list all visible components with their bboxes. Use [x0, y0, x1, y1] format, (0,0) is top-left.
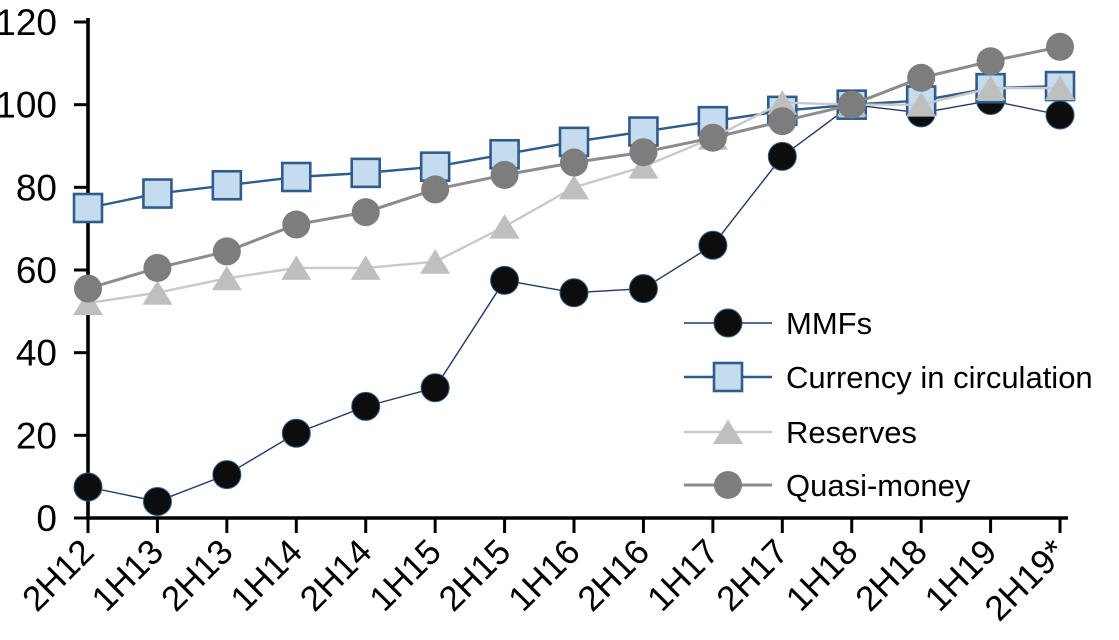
x-tick-label: 2H13 [154, 532, 241, 619]
circle-marker-icon [713, 308, 743, 338]
data-point-quasi-money [490, 160, 519, 189]
data-point-mmfs [281, 418, 311, 448]
series-reserves [73, 75, 1076, 316]
data-point-reserves [628, 154, 659, 179]
y-tick-label: 100 [0, 85, 57, 126]
data-point-reserves [975, 75, 1006, 101]
data-point-mmfs [212, 460, 242, 490]
data-point-quasi-money [560, 148, 589, 177]
y-tick-label: 120 [0, 2, 57, 43]
data-point-quasi-money [143, 253, 172, 282]
x-tick-label: 2H19* [977, 532, 1074, 629]
x-tick-label: 1H13 [84, 532, 171, 619]
data-point-quasi-money [768, 107, 797, 136]
x-tick-label: 2H17 [709, 532, 796, 619]
data-point-reserves [73, 290, 103, 316]
y-tick-label: 0 [36, 498, 57, 539]
legend-item-currency-in-circulation: Currency in circulation [684, 360, 1093, 395]
series-quasi-money [74, 32, 1075, 303]
data-point-mmfs [142, 486, 172, 516]
data-point-currency-in-circulation [489, 138, 520, 170]
x-tick-label: 2H18 [848, 532, 935, 619]
y-tick-label: 80 [16, 167, 57, 208]
data-point-reserves [906, 92, 937, 117]
data-point-currency-in-circulation [350, 157, 382, 189]
data-point-mmfs [698, 230, 728, 260]
data-point-reserves [211, 265, 242, 291]
data-point-mmfs [420, 373, 450, 403]
data-point-quasi-money [629, 138, 658, 167]
x-tick-label: 1H17 [640, 532, 727, 619]
data-point-quasi-money [421, 175, 450, 204]
x-tick-label: 1H15 [362, 532, 449, 619]
data-point-currency-in-circulation [142, 178, 173, 209]
data-point-mmfs [351, 391, 381, 421]
series-currency-in-circulation [72, 70, 1076, 224]
data-point-quasi-money [74, 274, 102, 303]
legend-label-currency-in-circulation: Currency in circulation [786, 360, 1093, 395]
data-point-currency-in-circulation [72, 192, 104, 224]
x-tick-label: 2H16 [570, 532, 657, 619]
y-tick-label: 40 [16, 333, 57, 374]
data-point-reserves [767, 90, 798, 115]
legend-item-quasi-money: Quasi-money [684, 468, 971, 503]
data-point-mmfs [490, 265, 520, 295]
data-point-currency-in-circulation [211, 169, 243, 201]
legend-label-reserves: Reserves [786, 415, 917, 450]
x-tick-label: 2H14 [293, 532, 380, 619]
triangle-marker-icon [713, 419, 743, 444]
data-point-quasi-money [212, 237, 241, 266]
x-tick-label: 1H14 [223, 532, 310, 619]
x-tick-label: 2H15 [431, 532, 518, 619]
x-tick-label: 2H12 [15, 532, 102, 619]
data-point-reserves [420, 249, 451, 274]
series-mmfs [73, 86, 1075, 516]
data-point-quasi-money [976, 47, 1005, 76]
legend-item-mmfs: MMFs [684, 306, 872, 341]
data-point-mmfs [767, 141, 797, 171]
data-point-quasi-money [907, 63, 936, 92]
y-tick-label: 20 [16, 415, 57, 456]
legend-label-mmfs: MMFs [786, 306, 872, 341]
legend-label-quasi-money: Quasi-money [786, 468, 971, 503]
y-tick-label: 60 [16, 250, 57, 291]
data-point-currency-in-circulation [280, 161, 312, 193]
data-point-mmfs [73, 472, 103, 502]
data-point-reserves [281, 255, 312, 280]
data-point-mmfs [628, 274, 658, 304]
legend-item-reserves: Reserves [684, 415, 917, 450]
data-point-quasi-money [282, 210, 311, 239]
data-point-reserves [1045, 75, 1076, 101]
data-point-quasi-money [698, 123, 727, 152]
data-point-reserves [559, 174, 590, 200]
data-point-quasi-money [351, 198, 380, 227]
data-point-quasi-money [837, 90, 866, 119]
y-tick-group: 0 20 40 60 80 100 120 [0, 2, 88, 539]
square-marker-icon [712, 361, 744, 393]
data-point-mmfs [559, 278, 589, 308]
circle-marker-icon [714, 471, 742, 499]
data-point-reserves [350, 255, 381, 280]
legend: MMFs Currency in circulation Reserves Quasi… [684, 306, 1093, 503]
x-tick-group: 2H121H132H131H142H141H152H151H162H161H17… [15, 518, 1074, 628]
data-point-reserves [142, 280, 173, 305]
x-tick-label: 1H18 [779, 532, 866, 619]
x-tick-label: 1H16 [501, 532, 588, 619]
data-point-mmfs [1045, 100, 1075, 130]
data-point-quasi-money [1046, 32, 1075, 61]
data-point-reserves [489, 214, 520, 239]
